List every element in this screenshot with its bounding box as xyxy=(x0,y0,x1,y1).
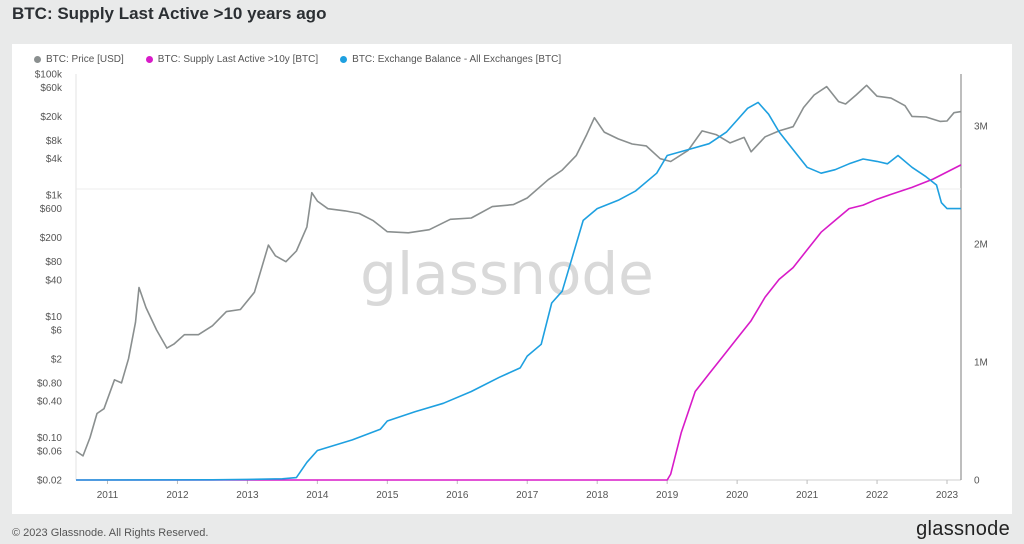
legend-dot-icon xyxy=(145,56,153,63)
left-axis-tick-label: $4k xyxy=(46,154,63,165)
legend-label: BTC: Supply Last Active >10y [BTC] xyxy=(157,54,319,65)
left-axis-tick-label: $600 xyxy=(40,204,63,215)
series-line-price xyxy=(75,84,962,457)
right-axis-tick-label: 0 xyxy=(974,476,980,487)
x-axis-tick-label: 2018 xyxy=(586,490,609,501)
legend-item[interactable]: BTC: Supply Last Active >10y [BTC] xyxy=(145,54,319,65)
x-axis-tick-label: 2021 xyxy=(796,490,819,501)
series-line-supply-10y xyxy=(76,164,962,481)
right-axis-tick-label: 2M xyxy=(974,240,988,251)
left-axis-tick-label: $8k xyxy=(46,136,63,147)
x-axis-tick-label: 2019 xyxy=(656,490,679,501)
left-axis-tick-label: $0.06 xyxy=(37,447,62,458)
left-axis-tick-label: $100k xyxy=(35,70,63,81)
x-axis-tick-label: 2012 xyxy=(166,490,189,501)
left-axis-tick-label: $2 xyxy=(51,354,63,365)
legend-item[interactable]: BTC: Price [USD] xyxy=(34,54,124,65)
x-axis-tick-label: 2014 xyxy=(306,490,329,501)
right-axis-tick-label: 3M xyxy=(974,122,988,133)
left-axis-tick-label: $80 xyxy=(45,257,62,268)
x-axis-tick-label: 2023 xyxy=(936,490,959,501)
legend-label: BTC: Exchange Balance - All Exchanges [B… xyxy=(352,54,562,65)
left-axis-tick-label: $60k xyxy=(40,83,63,94)
page-title: BTC: Supply Last Active >10 years ago xyxy=(12,4,327,23)
glassnode-watermark: glassnode xyxy=(360,240,654,308)
left-axis-tick-label: $6 xyxy=(51,325,63,336)
left-axis-tick-label: $0.10 xyxy=(37,433,62,444)
legend-dot-icon xyxy=(340,56,348,63)
left-axis-tick-label: $0.02 xyxy=(37,476,62,487)
x-axis-tick-label: 2016 xyxy=(446,490,469,501)
chart-svg: glassnode $100k $60k $20k $8k $4k $1k $600 $200… xyxy=(35,70,988,502)
left-axis-tick-label: $0.40 xyxy=(37,397,62,408)
x-axis-tick-label: 2013 xyxy=(236,490,259,501)
glassnode-logo: glassnode xyxy=(916,518,1010,540)
chart-card: glassnode $100k $60k $20k $8k $4k $1k $600 $200… xyxy=(12,44,1012,514)
x-axis-tick-label: 2017 xyxy=(516,490,539,501)
x-axis-tick-label: 2022 xyxy=(866,490,889,501)
x-axis-tick-label: 2015 xyxy=(376,490,399,501)
legend-label: BTC: Price [USD] xyxy=(46,54,124,65)
left-axis-tick-label: $10 xyxy=(45,312,62,323)
copyright-text: © 2023 Glassnode. All Rights Reserved. xyxy=(12,527,209,539)
left-axis-tick-label: $200 xyxy=(40,233,63,244)
x-axis-tick-label: 2020 xyxy=(726,490,749,501)
legend-dot-icon xyxy=(34,56,41,63)
right-axis-tick-label: 1M xyxy=(974,358,988,369)
left-axis-tick-label: $0.80 xyxy=(37,378,62,389)
series-line-exchange-balance xyxy=(75,101,961,481)
chart-legend: BTC: Price [USD] BTC: Supply Last Active … xyxy=(34,54,561,65)
left-axis-tick-label: $1k xyxy=(46,191,63,202)
left-axis-tick-label: $20k xyxy=(40,112,63,123)
left-axis-tick-label: $40 xyxy=(45,275,62,286)
x-axis-tick-label: 2011 xyxy=(97,490,119,501)
legend-item[interactable]: BTC: Exchange Balance - All Exchanges [B… xyxy=(340,54,561,65)
